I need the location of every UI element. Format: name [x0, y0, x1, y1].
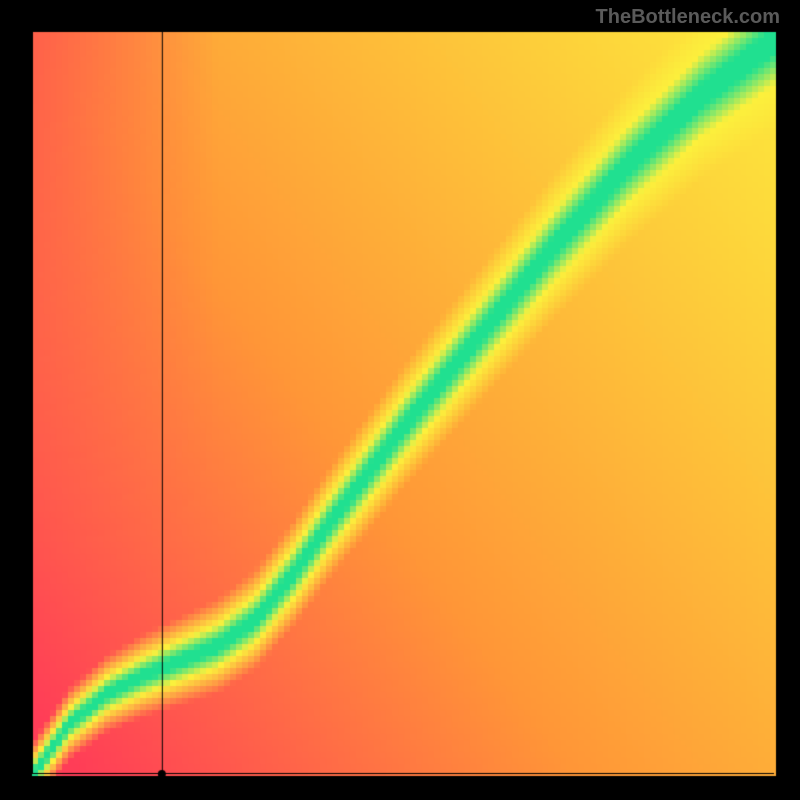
heatmap-canvas — [0, 0, 800, 800]
chart-container: TheBottleneck.com — [0, 0, 800, 800]
watermark-text: TheBottleneck.com — [596, 6, 780, 29]
